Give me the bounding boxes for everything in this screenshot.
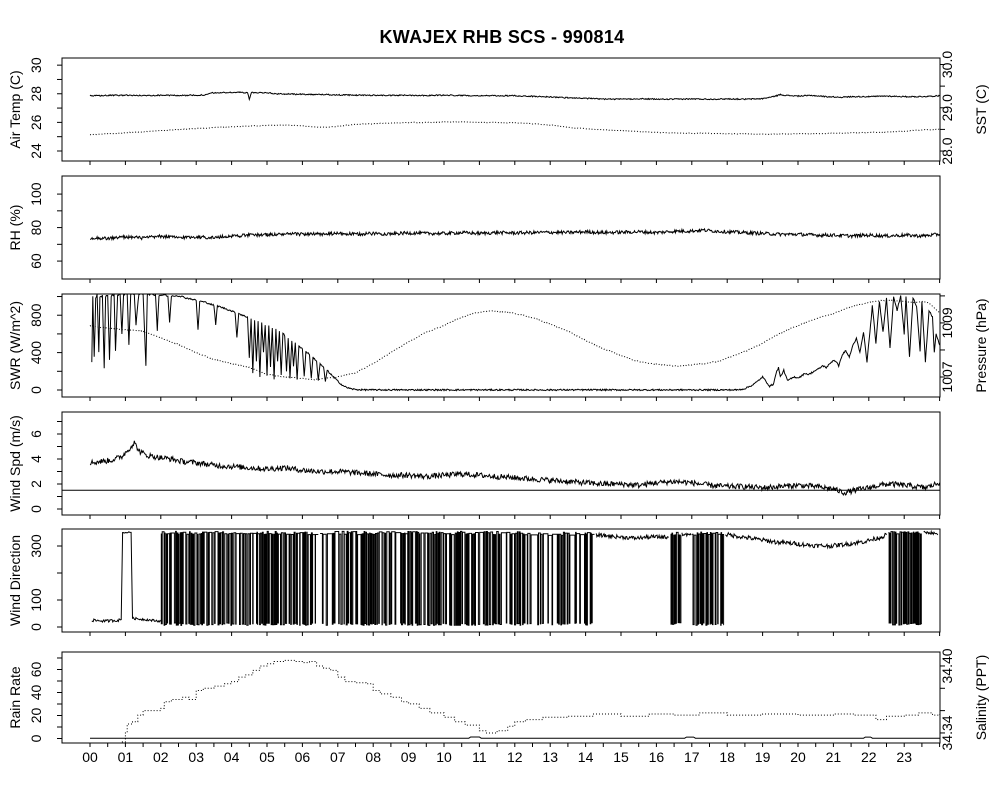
series-wind-direction: [120, 531, 133, 621]
y-tick-label: 300: [28, 534, 44, 558]
y-tick-label: 4: [28, 455, 44, 463]
x-tick-label: 15: [613, 749, 629, 765]
y-tick-label: 0: [28, 505, 44, 513]
series-wind-direction: [681, 532, 692, 538]
x-tick-label: 02: [153, 749, 169, 765]
x-tick-label: 08: [365, 749, 381, 765]
y-tick-label: 28.0: [939, 137, 955, 164]
x-tick-label: 21: [826, 749, 842, 765]
x-tick-label: 22: [861, 749, 877, 765]
y-tick-label: 30: [28, 57, 44, 73]
axis-label-air-temp-sst-left: Air Temp (C): [7, 70, 23, 148]
x-tick-label: 13: [542, 749, 558, 765]
axis-label-swr-pressure-left: SWR (W/m^2): [7, 301, 23, 390]
x-tick-label: 06: [295, 749, 311, 765]
axis-label-air-temp-sst-right: SST (C): [973, 84, 989, 134]
series-rain-rate: [90, 736, 940, 739]
x-tick-label: 03: [188, 749, 204, 765]
y-tick-label: 30.0: [939, 51, 955, 78]
axis-label-swr-pressure-right: Pressure (hPa): [973, 298, 989, 392]
series-sst: [89, 121, 940, 136]
x-tick-label: 18: [719, 749, 735, 765]
x-tick-label: 04: [224, 749, 240, 765]
y-tick-label: 80: [28, 220, 44, 236]
y-tick-label: 400: [28, 341, 44, 365]
x-tick-label: 01: [118, 749, 134, 765]
series-shortwave-radiation: [91, 294, 940, 392]
series-wind-direction: [670, 531, 682, 625]
y-tick-label: 800: [28, 303, 44, 327]
x-tick-label: 10: [436, 749, 452, 765]
series-wind-direction: [132, 616, 162, 623]
series-relative-humidity: [90, 227, 940, 242]
panel-frame: [61, 651, 941, 744]
y-tick-label: 28: [28, 86, 44, 102]
y-tick-label: 6: [28, 430, 44, 438]
panel-wind-direction: 0 100 300 Wind Direction: [7, 528, 941, 636]
x-tick-label: 14: [578, 749, 594, 765]
series-wind-direction: [320, 530, 522, 626]
series-wind-direction: [691, 531, 725, 626]
x-tick-label: 07: [330, 749, 346, 765]
panel-frame: [61, 528, 941, 633]
y-tick-label: 24: [28, 143, 44, 159]
x-tick-label: 20: [790, 749, 806, 765]
x-tick-label: 12: [507, 749, 523, 765]
y-tick-label: 29.0: [939, 94, 955, 121]
series-wind-direction: [888, 531, 922, 626]
axis-label-rh-left: RH (%): [7, 205, 23, 251]
y-tick-label: 100: [28, 588, 44, 612]
y-tick-label: 60: [28, 661, 44, 677]
panel-air-temp-sst: 24 26 28 30 Air Temp (C) 28.0 29.0 30.0 SST (C): [7, 51, 989, 165]
panel-frame: [61, 293, 941, 398]
panel-rh: 60 80 100 RH (%): [7, 175, 941, 283]
y-tick-label: 2: [28, 480, 44, 488]
series-wind-direction: [923, 529, 939, 536]
series-wind-direction: [91, 618, 122, 624]
x-tick-label: 16: [649, 749, 665, 765]
x-tick-label: 09: [401, 749, 417, 765]
panel-wind-speed: 0 2 4 6 Wind Spd (m/s): [7, 411, 941, 519]
series-air-temp: [89, 91, 940, 102]
series-salinity: [121, 659, 940, 743]
axis-label-rain-salinity-right: Salinity (PPT): [973, 655, 989, 741]
y-tick-label: 34.40: [939, 648, 955, 683]
axis-label-wind-direction-left: Wind Direction: [7, 535, 23, 626]
x-tick-label: 23: [896, 749, 912, 765]
y-tick-label: 34.34: [939, 715, 955, 750]
y-tick-label: 26: [28, 114, 44, 130]
y-tick-label: 0: [28, 623, 44, 631]
y-tick-label: 40: [28, 684, 44, 700]
axis-label-rain-salinity-left: Rain Rate: [7, 666, 23, 728]
y-tick-label: 0: [28, 734, 44, 742]
panel-swr-pressure: 0 400 800 SWR (W/m^2) 1007 1009 Pressure (hPa): [7, 293, 989, 401]
series-wind-speed: [89, 440, 940, 496]
series-wind-direction: [595, 531, 669, 541]
series-wind-direction: [725, 531, 887, 550]
x-tick-label: 11: [472, 749, 487, 765]
x-tick-label: 17: [684, 749, 700, 765]
x-tick-label: 19: [755, 749, 771, 765]
series-wind-direction: [521, 531, 595, 626]
y-tick-label: 100: [28, 182, 44, 206]
series-wind-direction: [160, 530, 319, 626]
panel-frame: [61, 57, 941, 162]
y-tick-label: 60: [28, 253, 44, 269]
chart-title: KWAJEX RHB SCS - 990814: [379, 27, 625, 47]
panel-frame: [61, 411, 941, 516]
y-tick-label: 0: [28, 386, 44, 394]
series-pressure: [89, 299, 940, 381]
y-tick-label: 1007: [939, 361, 955, 392]
axis-label-wind-speed-left: Wind Spd (m/s): [7, 415, 23, 511]
panel-frame: [61, 175, 941, 280]
x-tick-label: 00: [82, 749, 98, 765]
x-tick-label: 05: [259, 749, 275, 765]
y-tick-label: 20: [28, 708, 44, 724]
y-tick-label: 1009: [939, 307, 955, 338]
